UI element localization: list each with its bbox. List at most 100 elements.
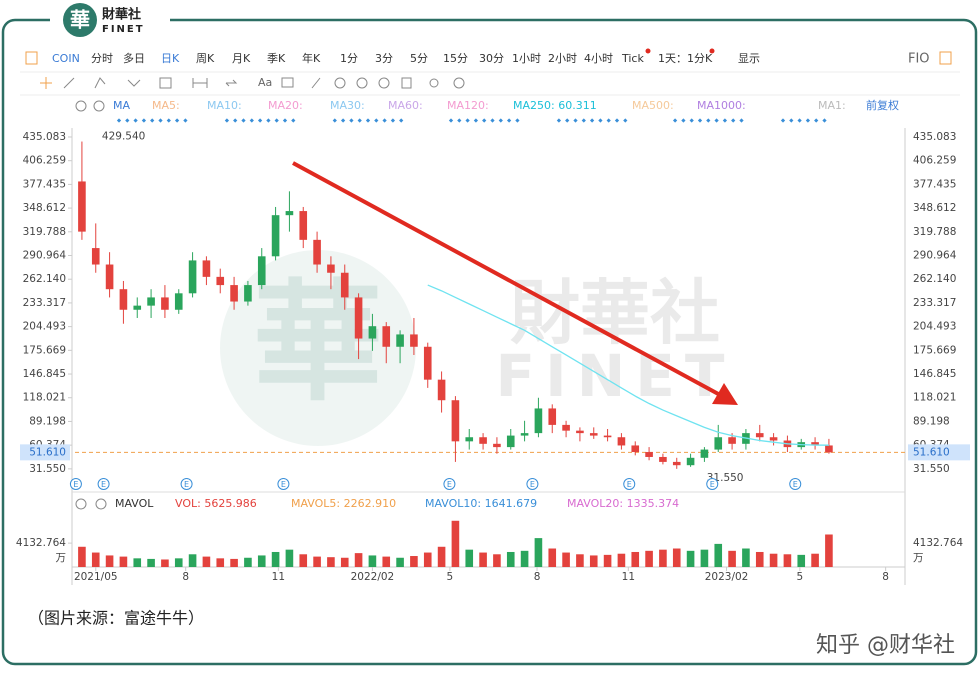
volume-bar (230, 558, 238, 567)
volume-bar (91, 552, 100, 567)
delete-icon[interactable] (401, 77, 412, 89)
candle-body (769, 437, 778, 441)
hide-icon[interactable] (378, 77, 390, 89)
period-tab[interactable]: 年K (302, 51, 321, 65)
symbol[interactable]: COIN (52, 52, 80, 65)
y-tick-label-right: 290.964 (913, 250, 957, 262)
settings-icon[interactable] (75, 498, 87, 510)
undo-icon[interactable] (225, 79, 238, 87)
period-tab[interactable]: 1天：1分K (658, 52, 713, 65)
event-marker[interactable] (706, 478, 719, 490)
event-label: E (530, 480, 535, 489)
period-tab[interactable]: 月K (232, 52, 251, 65)
candle-body (133, 305, 142, 310)
period-tab[interactable]: 1小时 (512, 52, 541, 65)
candle-body (230, 285, 238, 302)
settings-icon[interactable] (453, 77, 465, 89)
ma-legend: MA60: (388, 99, 423, 112)
volume-bar (327, 557, 335, 567)
candle-body (562, 424, 570, 431)
toolbar-right[interactable]: FIO (908, 52, 930, 67)
y-tick-label: 118.021 (23, 392, 66, 404)
settings-icon[interactable] (75, 100, 87, 112)
period-tab[interactable]: 季K (267, 52, 286, 65)
close-icon[interactable] (93, 100, 105, 112)
volume-bar (313, 556, 321, 567)
pattern-icon[interactable] (127, 79, 141, 87)
event-label: E (447, 480, 452, 489)
event-marker[interactable] (526, 478, 539, 490)
range-icon[interactable] (192, 78, 208, 88)
volume-bar (354, 553, 363, 567)
period-tab[interactable]: 15分 (443, 52, 468, 65)
panel-icon[interactable] (25, 51, 38, 65)
wave-icon[interactable] (94, 77, 106, 89)
candle-body (479, 437, 487, 444)
indicator-name[interactable]: MA (113, 99, 130, 112)
magnet-icon[interactable] (334, 77, 346, 89)
note-icon[interactable] (281, 77, 294, 88)
close-icon[interactable] (95, 498, 107, 510)
line-icon[interactable] (63, 77, 75, 89)
period-tab[interactable]: 2小时 (548, 52, 577, 65)
ruler-icon[interactable] (311, 77, 321, 89)
link-icon[interactable] (429, 78, 439, 88)
volume-bar (216, 558, 225, 567)
trend-arrow (292, 161, 723, 398)
y-tick-label-right: 262.140 (913, 273, 956, 285)
display-menu[interactable]: 显示 (738, 52, 760, 65)
lock-icon[interactable] (356, 77, 368, 89)
period-tab[interactable]: 多日 (123, 51, 145, 65)
candle-body (645, 452, 653, 457)
candle-body (755, 433, 764, 438)
event-label: E (73, 480, 78, 489)
box-icon[interactable] (159, 77, 172, 89)
candle-body (188, 260, 197, 294)
signal-dot (233, 118, 238, 123)
volume-bar (755, 551, 764, 567)
y-tick-label: 31.550 (29, 463, 66, 475)
y-tick-label: 406.259 (23, 155, 66, 167)
event-marker[interactable] (277, 478, 290, 490)
event-marker[interactable] (443, 478, 456, 490)
crosshair-icon[interactable] (40, 77, 52, 89)
event-marker[interactable] (180, 478, 193, 490)
ma-legend: MA30: (330, 99, 365, 112)
period-tab[interactable]: Tick (621, 52, 644, 65)
last-price-label: 51.610 (913, 446, 950, 458)
period-tab[interactable]: 5分 (410, 52, 428, 65)
volume-bar (493, 554, 501, 567)
watermark-circle (220, 250, 416, 446)
event-marker[interactable] (69, 478, 82, 490)
signal-dot (241, 118, 246, 123)
candle-body (410, 334, 418, 347)
signal-dot (183, 118, 188, 123)
candle-body (119, 289, 128, 310)
period-tab[interactable]: 1分 (340, 52, 358, 65)
volume-bar (161, 559, 169, 567)
candle-body (216, 276, 225, 286)
volume-bar (617, 553, 626, 567)
volume-bar (589, 555, 598, 567)
period-tab[interactable]: 日K (161, 52, 180, 65)
period-tab[interactable]: 分时 (91, 52, 113, 65)
volume-bar (410, 556, 418, 567)
y-tick-label-right: 89.198 (913, 415, 950, 427)
volume-legend: VOL: 5625.986 (175, 497, 257, 510)
period-tab[interactable]: 周K (196, 52, 215, 65)
period-tab[interactable]: 3分 (375, 52, 393, 65)
candle-body (327, 264, 335, 273)
panel-icon-right[interactable] (939, 51, 952, 65)
volume-bar (672, 548, 681, 567)
event-marker[interactable] (623, 478, 636, 490)
adjust-mode[interactable]: 前复权 (866, 98, 899, 112)
x-tick-label: 5 (797, 571, 804, 583)
event-marker[interactable] (789, 478, 802, 490)
period-tab[interactable]: 4小时 (584, 52, 613, 65)
text-tool[interactable]: Aa (258, 76, 272, 89)
volume-legend: MAVOL20: 1335.374 (567, 497, 679, 510)
period-tab[interactable]: 30分 (479, 52, 504, 65)
candle-body (631, 445, 640, 453)
event-marker[interactable] (97, 478, 110, 490)
